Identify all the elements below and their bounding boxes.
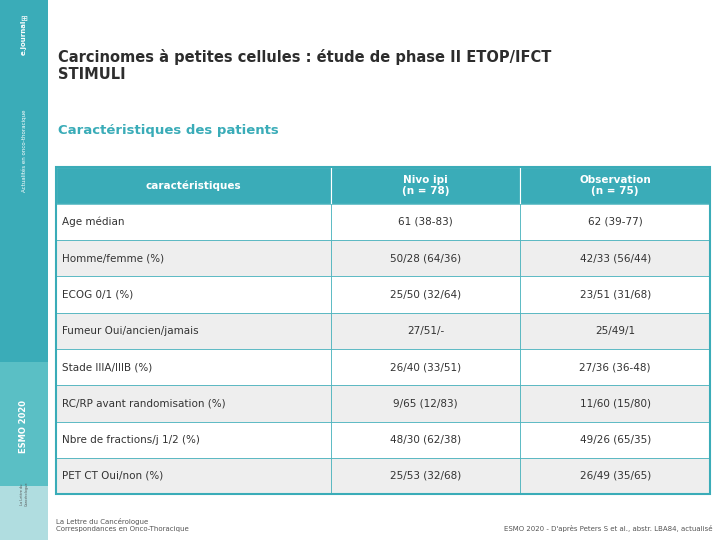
Bar: [521, 313, 710, 349]
Bar: [521, 167, 710, 204]
Text: Stade IIIA/IIIB (%): Stade IIIA/IIIB (%): [62, 362, 152, 372]
Bar: [330, 167, 521, 204]
Text: 48/30 (62/38): 48/30 (62/38): [390, 435, 461, 444]
Text: Age médian: Age médian: [62, 217, 125, 227]
Bar: [56, 313, 330, 349]
Text: 27/36 (36-48): 27/36 (36-48): [580, 362, 651, 372]
Text: Caractéristiques des patients: Caractéristiques des patients: [58, 124, 279, 137]
Text: ⊞: ⊞: [20, 15, 27, 23]
Text: Fumeur Oui/ancien/jamais: Fumeur Oui/ancien/jamais: [62, 326, 199, 336]
Bar: [330, 276, 521, 313]
Text: PET CT Oui/non (%): PET CT Oui/non (%): [62, 471, 163, 481]
Bar: [521, 385, 710, 422]
Text: 25/49/1: 25/49/1: [595, 326, 635, 336]
Text: ECOG 0/1 (%): ECOG 0/1 (%): [62, 289, 133, 300]
Bar: [521, 240, 710, 276]
Text: 11/60 (15/80): 11/60 (15/80): [580, 399, 651, 408]
Text: 61 (38-83): 61 (38-83): [398, 217, 453, 227]
Bar: [330, 349, 521, 385]
Bar: [0, 486, 48, 540]
Text: 25/50 (32/64): 25/50 (32/64): [390, 289, 461, 300]
Bar: [56, 458, 330, 494]
Text: ESMO 2020: ESMO 2020: [19, 400, 29, 453]
Bar: [56, 385, 330, 422]
Text: Homme/femme (%): Homme/femme (%): [62, 253, 164, 263]
Bar: [56, 422, 330, 458]
Text: e.journal: e.journal: [21, 20, 27, 56]
Text: 27/51/-: 27/51/-: [407, 326, 444, 336]
Bar: [56, 167, 710, 494]
Text: 50/28 (64/36): 50/28 (64/36): [390, 253, 461, 263]
Bar: [330, 313, 521, 349]
Bar: [521, 422, 710, 458]
Bar: [56, 276, 330, 313]
Bar: [330, 240, 521, 276]
Text: caractéristiques: caractéristiques: [145, 180, 241, 191]
Text: 9/65 (12/83): 9/65 (12/83): [393, 399, 458, 408]
Text: ESMO 2020 - D'après Peters S et al., abstr. LBA84, actualisé: ESMO 2020 - D'après Peters S et al., abs…: [503, 525, 712, 532]
Text: 42/33 (56/44): 42/33 (56/44): [580, 253, 651, 263]
Text: La Lettre du
Cancérologue: La Lettre du Cancérologue: [19, 482, 28, 507]
Bar: [330, 458, 521, 494]
Text: 25/53 (32/68): 25/53 (32/68): [390, 471, 461, 481]
Bar: [0, 362, 48, 486]
Bar: [56, 349, 330, 385]
Bar: [521, 276, 710, 313]
Bar: [56, 204, 330, 240]
Text: Carcinomes à petites cellules : étude de phase II ETOP/IFCT
STIMULI: Carcinomes à petites cellules : étude de…: [58, 49, 552, 82]
Text: 49/26 (65/35): 49/26 (65/35): [580, 435, 651, 444]
Text: 23/51 (31/68): 23/51 (31/68): [580, 289, 651, 300]
Bar: [330, 204, 521, 240]
Bar: [56, 167, 330, 204]
Text: Actualités en onco-thoracique: Actualités en onco-thoracique: [22, 110, 27, 192]
Text: 62 (39-77): 62 (39-77): [588, 217, 642, 227]
Bar: [56, 240, 330, 276]
Text: 26/40 (33/51): 26/40 (33/51): [390, 362, 461, 372]
Text: RC/RP avant randomisation (%): RC/RP avant randomisation (%): [62, 399, 225, 408]
Text: 26/49 (35/65): 26/49 (35/65): [580, 471, 651, 481]
Bar: [521, 204, 710, 240]
Bar: [0, 0, 48, 362]
Bar: [330, 422, 521, 458]
Text: Observation
(n = 75): Observation (n = 75): [580, 175, 651, 197]
Bar: [521, 349, 710, 385]
Text: Nivo ipi
(n = 78): Nivo ipi (n = 78): [402, 175, 449, 197]
Bar: [521, 458, 710, 494]
Text: La Lettre du Cancérologue
Correspondances en Onco-Thoracique: La Lettre du Cancérologue Correspondance…: [56, 518, 189, 532]
Bar: [330, 385, 521, 422]
Text: Nbre de fractions/j 1/2 (%): Nbre de fractions/j 1/2 (%): [62, 435, 200, 444]
